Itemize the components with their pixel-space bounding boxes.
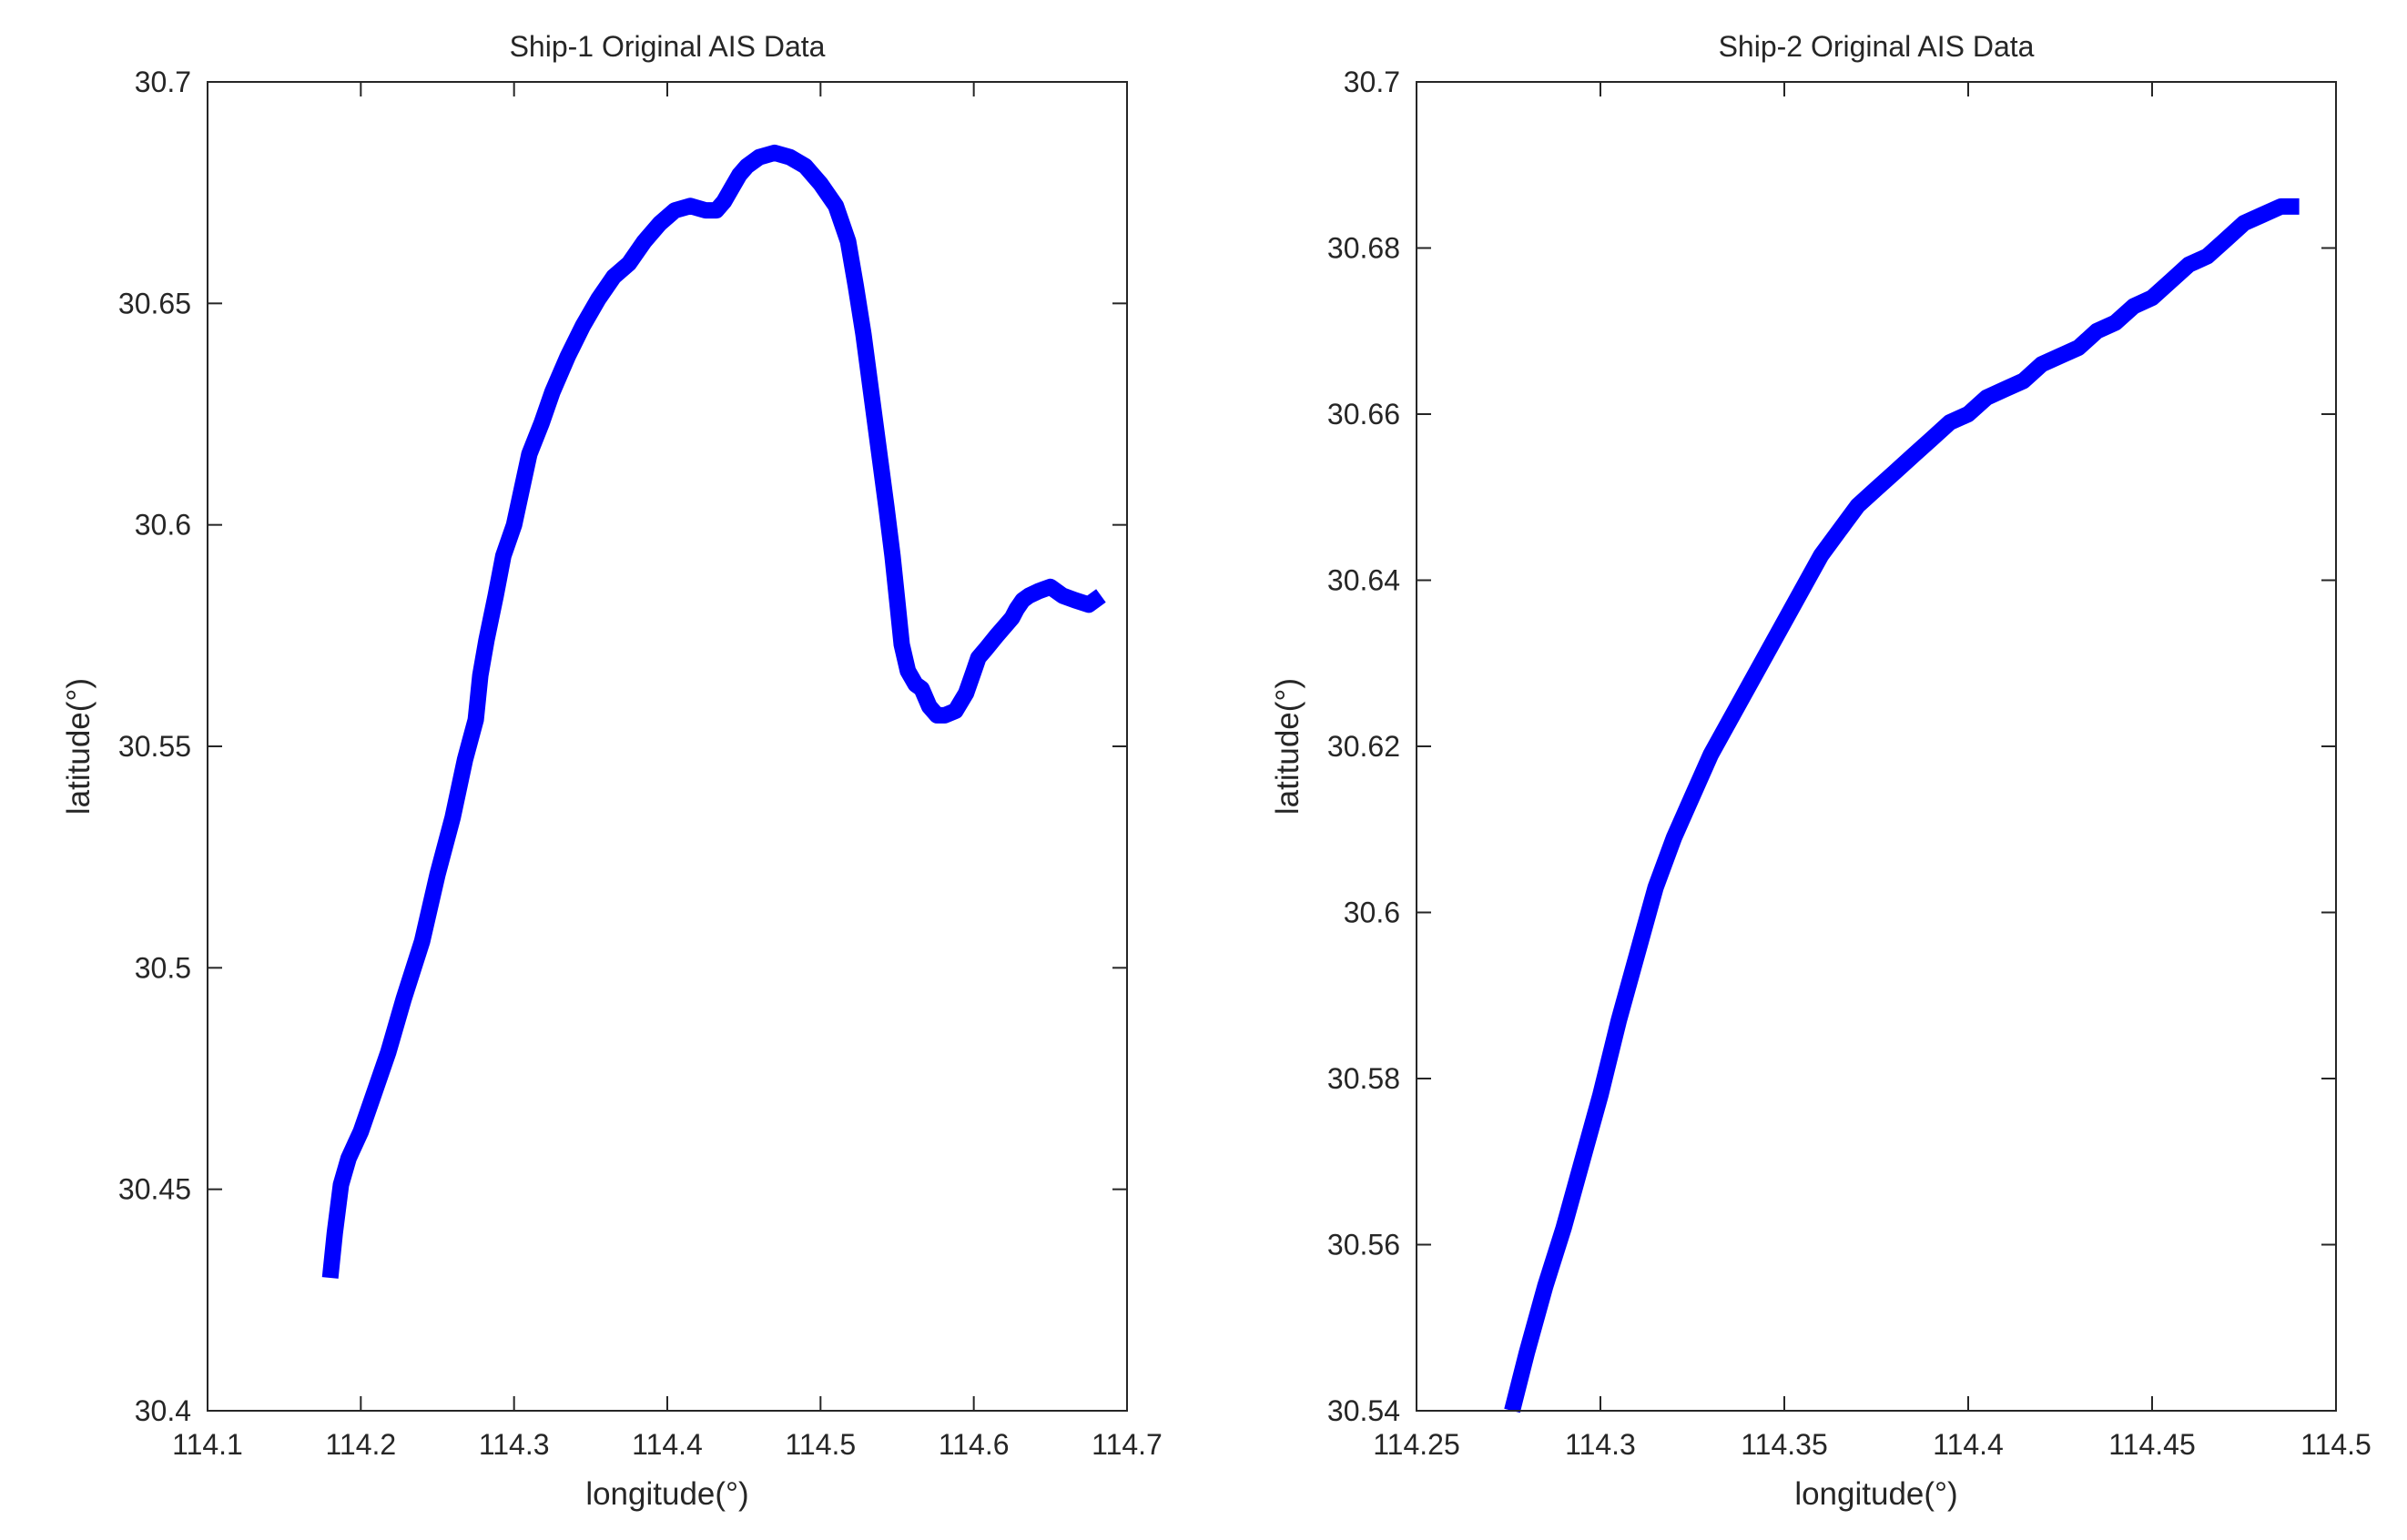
- y-tick-label: 30.7: [135, 66, 191, 98]
- y-tick-label: 30.5: [135, 951, 191, 984]
- ship-1-x-axis-label: longitude(°): [585, 1476, 748, 1512]
- y-tick-label: 30.54: [1327, 1394, 1400, 1427]
- y-tick-label: 30.58: [1327, 1062, 1400, 1095]
- y-tick-label: 30.62: [1327, 730, 1400, 763]
- ship-1-plot-frame: [207, 81, 1128, 1412]
- x-tick-label: 114.7: [1092, 1428, 1163, 1461]
- ship-1-track-series: [321, 144, 1106, 1279]
- y-tick-label: 30.68: [1327, 232, 1400, 265]
- x-tick-label: 114.5: [785, 1428, 856, 1461]
- y-tick-label: 30.7: [1344, 66, 1400, 98]
- ship-2-y-axis-label: latitude(°): [1270, 678, 1305, 815]
- y-tick-label: 30.56: [1327, 1229, 1400, 1261]
- x-tick-label: 114.45: [2108, 1428, 2196, 1461]
- x-tick-label: 114.4: [1933, 1428, 2004, 1461]
- ship-2-plot-frame: [1416, 81, 2337, 1412]
- ship-2-chart-title: Ship-2 Original AIS Data: [1719, 30, 2035, 63]
- y-tick-label: 30.55: [118, 730, 191, 763]
- y-tick-label: 30.6: [1344, 897, 1400, 929]
- y-tick-label: 30.45: [118, 1173, 191, 1206]
- x-tick-label: 114.6: [939, 1428, 1010, 1461]
- ship-1-chart-title: Ship-1 Original AIS Data: [510, 30, 826, 63]
- ship-1-y-axis-label: latitude(°): [61, 678, 96, 815]
- x-tick-label: 114.5: [2300, 1428, 2371, 1461]
- ship-track-line: [321, 144, 1106, 1279]
- x-tick-label: 114.3: [1565, 1428, 1636, 1461]
- y-tick-label: 30.4: [135, 1394, 191, 1427]
- y-tick-label: 30.65: [118, 287, 191, 319]
- x-tick-label: 114.25: [1373, 1428, 1460, 1461]
- x-tick-label: 114.1: [172, 1428, 243, 1461]
- ship-track-line: [1504, 198, 2300, 1413]
- x-tick-label: 114.4: [632, 1428, 703, 1461]
- y-tick-label: 30.66: [1327, 398, 1400, 431]
- y-tick-label: 30.6: [135, 509, 191, 542]
- ship-1-axis-ticks: 114.1 114.2 114.3 114.4 114.5 114.6 114.7 30.4 3…: [118, 66, 1163, 1461]
- ship-2-track-series: [1504, 198, 2300, 1413]
- x-tick-label: 114.2: [325, 1428, 396, 1461]
- x-tick-label: 114.35: [1741, 1428, 1828, 1461]
- x-tick-label: 114.3: [479, 1428, 550, 1461]
- y-tick-label: 30.64: [1327, 564, 1400, 597]
- ship-2-chart-panel: Ship-2 Original AIS Data longitude(°) la…: [1270, 30, 2371, 1512]
- ship-2-x-axis-label: longitude(°): [1794, 1476, 1957, 1512]
- ship-1-chart-panel: Ship-1 Original AIS Data longitude(°) la…: [61, 30, 1163, 1512]
- ship-2-axis-ticks: 114.25 114.3 114.35 114.4 114.45 114.5 30.54 30…: [1327, 66, 2371, 1461]
